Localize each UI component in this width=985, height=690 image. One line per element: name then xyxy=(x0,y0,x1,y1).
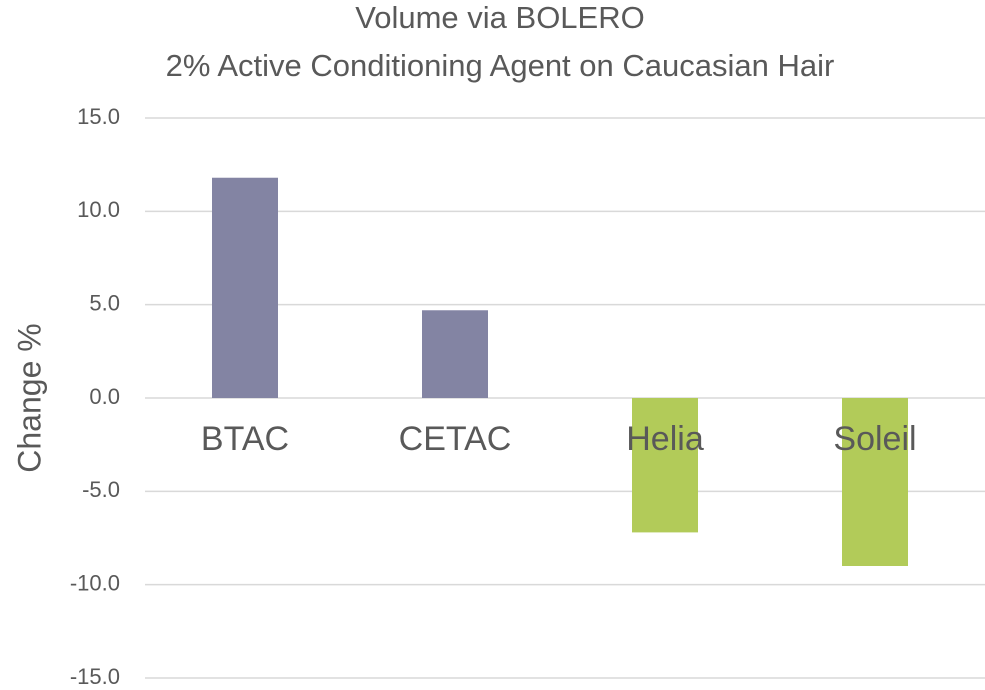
y-tick-label: -10.0 xyxy=(70,570,120,595)
y-tick-label: 10.0 xyxy=(77,197,120,222)
bar xyxy=(212,177,278,398)
chart-title: Volume via BOLERO xyxy=(355,0,644,35)
y-tick-label: 5.0 xyxy=(89,290,120,315)
x-tick-label: CETAC xyxy=(399,420,512,458)
y-tick-label: 15.0 xyxy=(77,104,120,129)
y-axis-label: Change % xyxy=(11,323,47,472)
y-tick-label: 0.0 xyxy=(89,384,120,409)
x-tick-label: Helia xyxy=(626,420,704,458)
x-tick-label: Soleil xyxy=(833,420,916,458)
chart-subtitle: 2% Active Conditioning Agent on Caucasia… xyxy=(166,48,835,83)
y-tick-label: -15.0 xyxy=(70,664,120,689)
bar xyxy=(842,398,908,566)
x-tick-label: BTAC xyxy=(201,420,289,458)
y-tick-label: -5.0 xyxy=(82,477,120,502)
bar xyxy=(422,310,488,398)
bar xyxy=(632,398,698,533)
